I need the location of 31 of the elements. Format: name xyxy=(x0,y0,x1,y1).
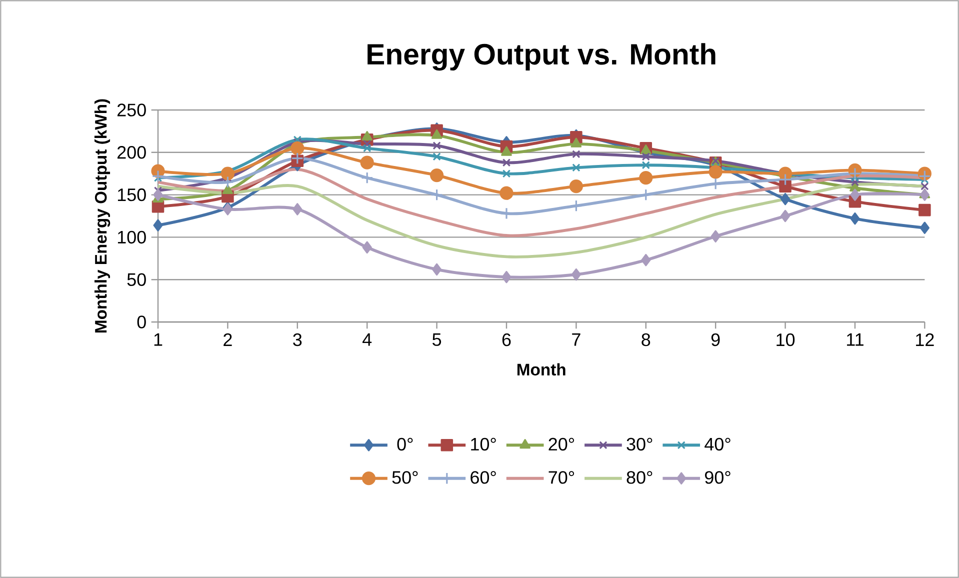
legend-label: 30° xyxy=(626,438,652,451)
legend-label: 40° xyxy=(704,438,730,451)
x-tick-label: 8 xyxy=(642,333,650,346)
x-tick-label: 6 xyxy=(502,333,511,346)
x-tick-label: 9 xyxy=(711,333,720,346)
x-axis-title: Month xyxy=(517,363,566,376)
x-tick-label: 10 xyxy=(776,333,795,346)
y-tick-label: 200 xyxy=(117,146,146,159)
x-tick-label: 7 xyxy=(572,333,580,346)
x-tick-label: 1 xyxy=(154,333,162,346)
y-tick-label: 0 xyxy=(137,316,146,328)
legend-label: 10° xyxy=(471,438,496,451)
x-tick-label: 12 xyxy=(916,333,934,346)
x-tick-label: 3 xyxy=(293,333,302,346)
y-tick-label: 100 xyxy=(118,230,146,244)
chart-title: Energy Output vs. Month xyxy=(368,43,716,71)
y-tick-label: 150 xyxy=(118,188,146,202)
x-tick-label: 11 xyxy=(847,333,864,346)
legend-label: 80° xyxy=(626,471,652,484)
y-tick-label: 250 xyxy=(117,104,146,116)
legend-label: 90° xyxy=(705,471,730,484)
legend-label: 60° xyxy=(470,471,496,484)
x-tick-label: 2 xyxy=(224,333,232,346)
legend-label: 50° xyxy=(392,471,418,484)
x-tick-label: 4 xyxy=(362,333,372,346)
legend-label: 0° xyxy=(397,438,413,451)
legend-label: 70° xyxy=(548,471,574,484)
y-tick-label: 50 xyxy=(127,273,146,286)
y-axis-title: Monthly Energy Output (kWh) xyxy=(94,99,110,332)
legend-label: 20° xyxy=(548,438,574,451)
x-tick-label: 5 xyxy=(432,333,442,346)
